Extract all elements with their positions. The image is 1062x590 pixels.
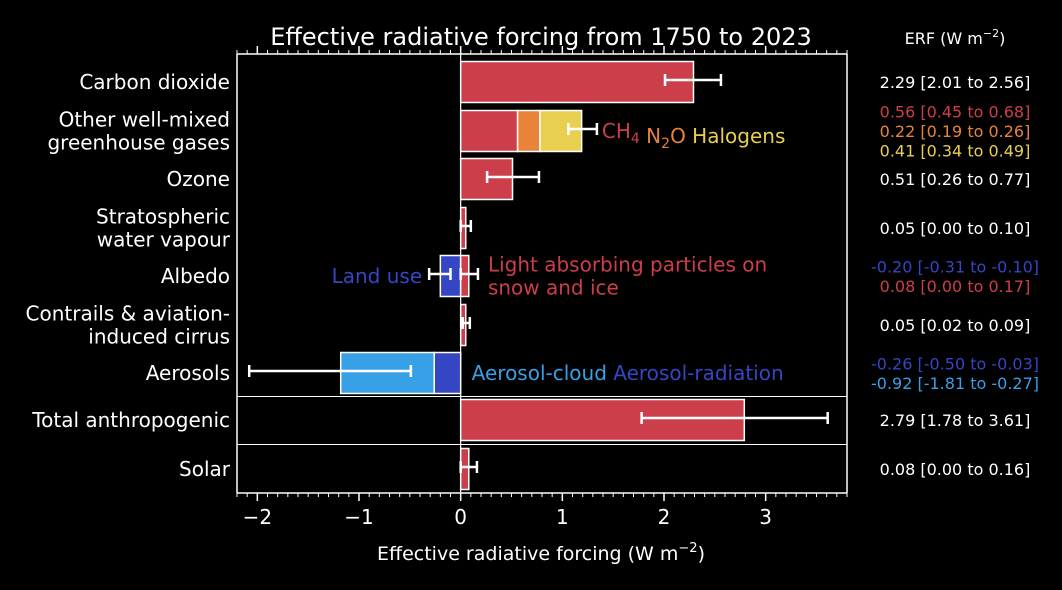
erf-value-aerosols: -0.26 [-0.50 to -0.03] — [871, 354, 1039, 373]
inline-label-part: N — [640, 124, 661, 148]
bar-total-anthropogenic — [459, 398, 746, 442]
category-label-ozone: Ozone — [167, 167, 230, 191]
x-axis-label-prefix: Effective radiative forcing (W m — [377, 543, 678, 565]
inline-label-light-absorbing-particles-on-snow-and-ice: snow and ice — [488, 276, 619, 300]
inline-label-subscript: 4 — [631, 131, 640, 147]
category-label-albedo: Albedo — [161, 264, 230, 288]
category-label-stratospheric-water-vapour: water vapour — [97, 228, 231, 252]
erf-value-stratospheric-water-vapour: 0.05 [0.00 to 0.10] — [880, 219, 1031, 238]
category-label-contrails-aviation-induced-cirrus: induced cirrus — [88, 325, 230, 349]
chart-title: Effective radiative forcing from 1750 to… — [270, 23, 812, 51]
category-label-contrails-aviation-induced-cirrus: Contrails & aviation- — [26, 302, 230, 326]
erf-value-contrails-aviation-induced-cirrus: 0.05 [0.02 to 0.09] — [880, 316, 1031, 335]
erf-value-albedo: -0.20 [-0.31 to -0.10] — [871, 257, 1039, 276]
x-axis-label-suffix: ) — [698, 543, 705, 565]
x-axis-label: Effective radiative forcing (W m−2) — [377, 541, 705, 565]
x-tick-label: −2 — [243, 505, 272, 529]
erf-value-ozone: 0.51 [0.26 to 0.77] — [880, 170, 1031, 189]
category-label-other-well-mixed-greenhouse-gases: Other well-mixed — [59, 108, 230, 132]
bar-aerosols-aerosol-radiation — [433, 351, 462, 395]
inline-label-part: O — [670, 124, 686, 148]
category-label-solar: Solar — [179, 457, 231, 481]
erf-header-suffix: ) — [999, 29, 1005, 48]
erf-value-other-well-mixed-greenhouse-gases: 0.41 [0.34 to 0.49] — [880, 142, 1031, 161]
category-label-aerosols: Aerosols — [146, 361, 230, 385]
inline-label-land-use: Land use — [332, 264, 423, 288]
category-label-other-well-mixed-greenhouse-gases: greenhouse gases — [47, 131, 230, 155]
bar-aerosols-aerosol-cloud — [339, 351, 435, 395]
inline-label-light-absorbing-particles-on-snow-and-ice: Light absorbing particles on — [488, 253, 767, 277]
erf-header-prefix: ERF (W m — [905, 29, 983, 48]
erf-column-header: ERF (W m−2) — [905, 27, 1006, 48]
inline-label-aerosols: Aerosol-cloud Aerosol-radiation — [472, 361, 784, 385]
erf-value-total-anthropogenic: 2.79 [1.78 to 3.61] — [880, 411, 1031, 430]
x-tick-label: 1 — [556, 505, 569, 529]
bar-other-well-mixed-greenhouse-gases-n2o — [516, 109, 541, 153]
erf-value-aerosols: -0.92 [-1.81 to -0.27] — [871, 374, 1039, 393]
x-tick-label: 2 — [658, 505, 671, 529]
erf-value-carbon-dioxide: 2.29 [2.01 to 2.56] — [880, 73, 1031, 92]
bar-other-well-mixed-greenhouse-gases-ch4 — [459, 109, 519, 153]
x-tick-label: −1 — [344, 505, 373, 529]
x-axis-label-sup: −2 — [678, 541, 697, 556]
inline-label-part: CH — [602, 119, 631, 143]
inline-label-part: Aerosol-cloud — [472, 361, 607, 385]
erf-value-other-well-mixed-greenhouse-gases: 0.56 [0.45 to 0.68] — [880, 103, 1031, 122]
erf-value-solar: 0.08 [0.00 to 0.16] — [880, 460, 1031, 479]
category-label-stratospheric-water-vapour: Stratospheric — [96, 205, 230, 229]
x-tick-label: 3 — [759, 505, 772, 529]
erf-value-other-well-mixed-greenhouse-gases: 0.22 [0.19 to 0.26] — [880, 122, 1031, 141]
inline-label-part: Halogens — [686, 124, 786, 148]
inline-label-subscript: 2 — [661, 136, 670, 152]
category-label-carbon-dioxide: Carbon dioxide — [79, 70, 230, 94]
inline-label-part: Aerosol-radiation — [607, 361, 784, 385]
x-tick-label: 0 — [454, 505, 467, 529]
bar-other-well-mixed-greenhouse-gases-halogens — [539, 109, 583, 153]
bar-carbon-dioxide — [459, 60, 695, 104]
erf-value-albedo: 0.08 [0.00 to 0.17] — [880, 277, 1031, 296]
inline-label-other-well-mixed-greenhouse-gases: CH4 N2O Halogens — [602, 119, 785, 152]
plot-area: −2 −1 0 1 2 3 Carbon dioxide Other well-mixedgr… — [26, 46, 1039, 529]
category-label-total-anthropogenic: Total anthropogenic — [31, 408, 230, 432]
erf-header-sup: −2 — [983, 27, 999, 40]
